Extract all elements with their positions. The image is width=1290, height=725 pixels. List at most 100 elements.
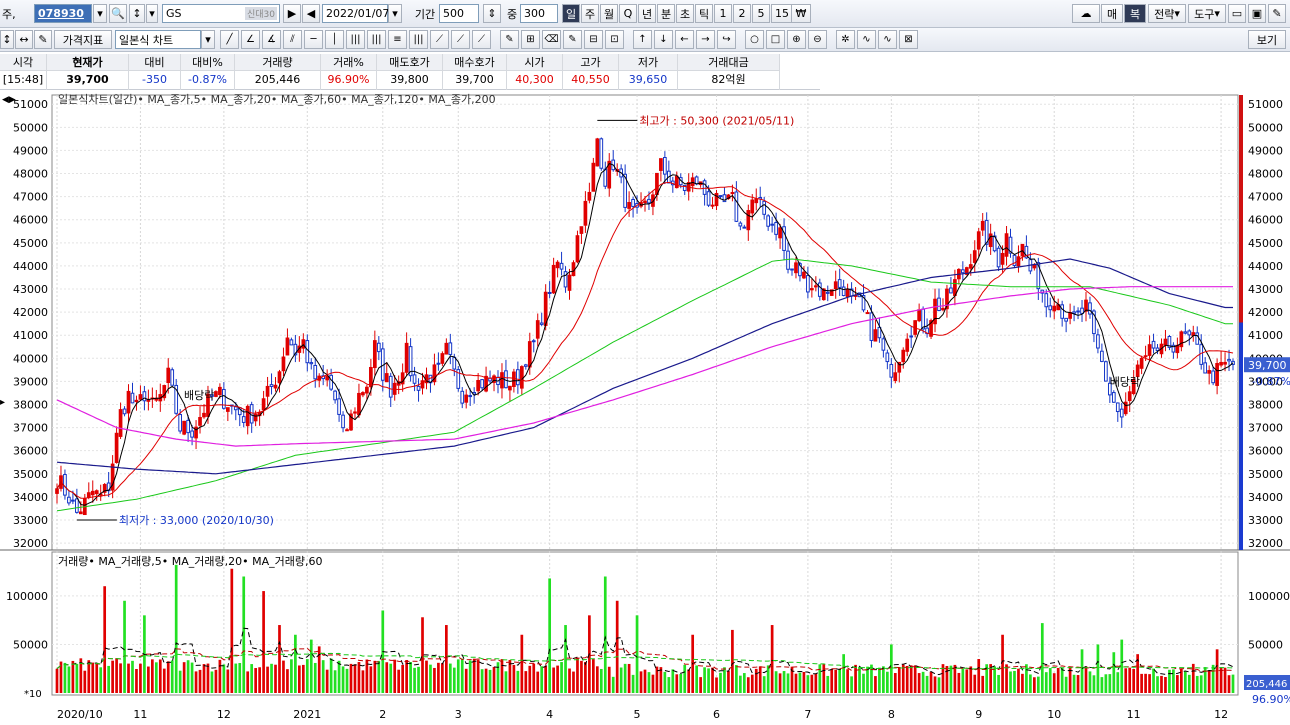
next-arrow-icon[interactable]: ▶ bbox=[283, 4, 301, 23]
date-dropdown-icon[interactable]: ▾ bbox=[388, 4, 402, 23]
interval-1-button[interactable]: 일 bbox=[562, 4, 580, 23]
expand-right-icon: ▸ bbox=[0, 397, 5, 408]
volume-bar bbox=[452, 667, 456, 693]
volume-bar bbox=[1025, 664, 1028, 693]
stock-code-input[interactable]: 078930 bbox=[34, 4, 92, 23]
wave2-icon[interactable]: ∿ bbox=[878, 30, 897, 49]
volume-bar bbox=[301, 664, 305, 693]
interval-8-button[interactable]: 틱 bbox=[695, 4, 713, 23]
sort-dropdown-icon[interactable]: ▾ bbox=[146, 4, 158, 23]
date-input[interactable]: 2022/01/07 bbox=[322, 4, 389, 23]
leftright-icon[interactable]: ↔ bbox=[15, 30, 33, 49]
current-price-tag bbox=[1244, 357, 1290, 373]
undo-icon[interactable]: ↪ bbox=[717, 30, 736, 49]
volume-bar bbox=[230, 568, 234, 693]
channel-icon[interactable]: ⟋ bbox=[430, 30, 449, 49]
candle-body bbox=[313, 364, 318, 380]
interval-7-button[interactable]: 초 bbox=[676, 4, 694, 23]
copy-icon[interactable]: ⊟ bbox=[584, 30, 603, 49]
tools-button[interactable]: 도구 ▾ bbox=[1188, 4, 1226, 23]
overlap-input[interactable]: 300 bbox=[520, 4, 558, 23]
code-dropdown-icon[interactable]: ▾ bbox=[93, 4, 107, 23]
volume-bar bbox=[1187, 674, 1191, 693]
interval-9-button[interactable]: 1 bbox=[714, 4, 732, 23]
paste-icon[interactable]: ⊡ bbox=[605, 30, 624, 49]
buy-button[interactable]: 매 bbox=[1101, 4, 1123, 23]
delete-icon[interactable]: ⊠ bbox=[899, 30, 918, 49]
cycle-icon[interactable]: ||| bbox=[409, 30, 428, 49]
interval-6-button[interactable]: 분 bbox=[657, 4, 675, 23]
hline-icon[interactable]: ─ bbox=[304, 30, 323, 49]
circle-icon[interactable]: ○ bbox=[745, 30, 764, 49]
price-tick-left: 34000 bbox=[13, 491, 48, 504]
expand-icon[interactable]: ⇕ bbox=[483, 4, 501, 23]
candle-body bbox=[627, 202, 631, 209]
interval-11-button[interactable]: 5 bbox=[752, 4, 770, 23]
updown-icon[interactable]: ↕ bbox=[0, 30, 14, 49]
fibo-ret-icon[interactable]: ≡ bbox=[388, 30, 407, 49]
volume-tick-right: 100000 bbox=[1248, 590, 1290, 603]
rect-icon[interactable]: □ bbox=[766, 30, 785, 49]
up-icon[interactable]: ↑ bbox=[633, 30, 652, 49]
interval-12-button[interactable]: 15 bbox=[771, 4, 793, 23]
stock-name-field[interactable]: GS 신대30 bbox=[162, 4, 280, 23]
multi-button[interactable]: 복 bbox=[1124, 4, 1146, 23]
prev-arrow-icon[interactable]: ◀ bbox=[302, 4, 320, 23]
sort-icon[interactable]: ↕ bbox=[129, 4, 145, 23]
interval-2-button[interactable]: 주 bbox=[581, 4, 599, 23]
indicator-button[interactable]: 가격지표 bbox=[54, 30, 112, 49]
volume-bar bbox=[929, 671, 933, 693]
marker-icon[interactable]: ✎ bbox=[563, 30, 582, 49]
left-icon[interactable]: ← bbox=[675, 30, 694, 49]
cloud-icon[interactable]: ☁ bbox=[1072, 4, 1100, 23]
strategy-button[interactable]: 전략 ▾ bbox=[1148, 4, 1186, 23]
volume-bar bbox=[695, 665, 698, 693]
gann-icon[interactable]: ||| bbox=[367, 30, 386, 49]
wave-icon[interactable]: ₩ bbox=[791, 4, 811, 23]
down-icon[interactable]: ↓ bbox=[654, 30, 673, 49]
chart-type-select[interactable]: 일본식 차트 bbox=[115, 30, 201, 49]
interval-5-button[interactable]: 년 bbox=[638, 4, 656, 23]
volume-bar bbox=[1203, 667, 1207, 693]
regression-icon[interactable]: ⟋ bbox=[451, 30, 470, 49]
fan-icon[interactable]: ∡ bbox=[262, 30, 281, 49]
zoom-in-icon[interactable]: ⊕ bbox=[787, 30, 806, 49]
view-button[interactable]: 보기 bbox=[1248, 30, 1286, 49]
price-tick-left: 51000 bbox=[13, 98, 48, 111]
period-input[interactable]: 500 bbox=[439, 4, 479, 23]
interval-4-button[interactable]: Q bbox=[619, 4, 637, 23]
volume-bar bbox=[468, 660, 472, 693]
angle-icon[interactable]: ∠ bbox=[241, 30, 260, 49]
save-icon[interactable]: ▣ bbox=[1248, 4, 1266, 23]
magnet-icon[interactable]: ✲ bbox=[836, 30, 855, 49]
zoom-out-icon[interactable]: ⊖ bbox=[808, 30, 827, 49]
chart-type-dropdown-icon[interactable]: ▾ bbox=[201, 30, 215, 49]
interval-10-button[interactable]: 2 bbox=[733, 4, 751, 23]
fibo-time-icon[interactable]: ||| bbox=[346, 30, 365, 49]
edit-icon[interactable]: ✎ bbox=[34, 30, 52, 49]
grid-icon[interactable]: ⊞ bbox=[521, 30, 540, 49]
candle-body bbox=[790, 268, 794, 271]
volume-bar bbox=[361, 670, 365, 693]
wave-icon[interactable]: ∿ bbox=[857, 30, 876, 49]
volume-bar bbox=[870, 664, 873, 693]
trendline-icon[interactable]: ╱ bbox=[220, 30, 239, 49]
folder-icon[interactable]: ▭ bbox=[1228, 4, 1246, 23]
pencil-icon[interactable]: ✎ bbox=[500, 30, 519, 49]
volume-bar bbox=[329, 658, 333, 693]
vline-icon[interactable]: │ bbox=[325, 30, 344, 49]
interval-3-button[interactable]: 월 bbox=[600, 4, 618, 23]
candle-body bbox=[1131, 379, 1136, 395]
settings-icon[interactable]: ✎ bbox=[1268, 4, 1286, 23]
quote-value: 96.90% bbox=[327, 73, 370, 86]
speed-icon[interactable]: ⟋ bbox=[472, 30, 491, 49]
eraser-icon[interactable]: ⌫ bbox=[542, 30, 561, 49]
month-label: 12 bbox=[217, 708, 231, 721]
right-icon[interactable]: → bbox=[696, 30, 715, 49]
volume-bar bbox=[723, 667, 726, 693]
pitchfork-icon[interactable]: ⫽ bbox=[283, 30, 302, 49]
low-annotation: 최저가 : 33,000 (2020/10/30) bbox=[119, 514, 274, 527]
search-icon[interactable]: 🔍 bbox=[109, 4, 127, 23]
volume-bar bbox=[115, 658, 118, 693]
